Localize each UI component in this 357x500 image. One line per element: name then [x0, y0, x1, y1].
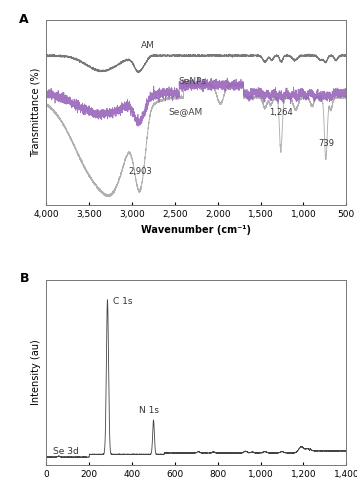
Text: 1,264: 1,264 [269, 108, 293, 118]
Text: A: A [19, 12, 29, 26]
Text: SeNPs: SeNPs [178, 78, 206, 86]
Y-axis label: Intensity (au): Intensity (au) [31, 340, 41, 405]
Text: B: B [19, 272, 29, 285]
Text: Se@AM: Se@AM [168, 106, 202, 116]
Text: Se 3d: Se 3d [53, 447, 79, 456]
Text: 739: 739 [318, 139, 334, 148]
Text: AM: AM [141, 41, 155, 50]
Text: N 1s: N 1s [139, 406, 159, 415]
Y-axis label: Transmittance (%): Transmittance (%) [31, 68, 41, 158]
Text: 2,903: 2,903 [129, 167, 152, 176]
X-axis label: Wavenumber (cm⁻¹): Wavenumber (cm⁻¹) [141, 225, 251, 235]
Text: C 1s: C 1s [113, 297, 132, 306]
